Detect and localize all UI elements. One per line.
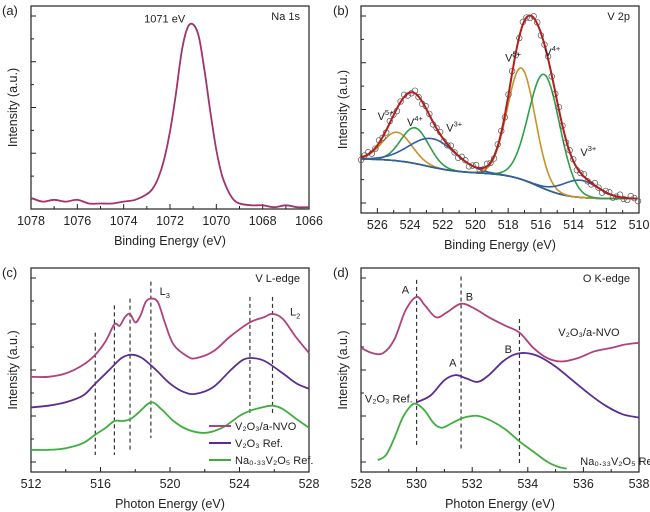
legend-label: V₂O₃/a-NVO	[235, 421, 297, 433]
edge-label: L3	[160, 286, 170, 300]
x-tick-label: 1066	[295, 214, 323, 228]
x-tick-label: 512	[21, 477, 42, 491]
panel-label: (a)	[2, 3, 18, 18]
peak-label: V3+	[446, 120, 463, 135]
x-tick-label: 526	[367, 218, 388, 232]
data-point	[487, 159, 494, 166]
chart-title: V L-edge	[255, 273, 300, 285]
series-line-na-1s	[30, 22, 310, 209]
background-curve	[361, 158, 638, 200]
panel-label: (c)	[2, 265, 17, 280]
series-line-na0-33v2o5-ref-	[30, 401, 310, 451]
series-label: V₂O₃/a-NVO	[558, 327, 620, 339]
chart-title: V 2p	[607, 11, 630, 23]
x-tick-label: 522	[432, 218, 453, 232]
data-point	[595, 184, 602, 191]
x-tick-label: 514	[563, 218, 584, 232]
x-tick-label: 1078	[17, 214, 45, 228]
data-point	[577, 169, 584, 177]
x-axis-title: Binding Energy (eV)	[444, 238, 556, 252]
peak-label: V4+	[544, 44, 561, 59]
panel-b: 526 524 522 520 518 516 514 512 510 Binding Energ…	[333, 3, 649, 252]
data-point	[397, 98, 404, 105]
x-tick-label: 524	[229, 477, 250, 491]
peak-label: B	[466, 291, 473, 303]
x-tick-label: 516	[530, 218, 551, 232]
y-axis-title: Intensity (a.u.)	[336, 70, 350, 149]
y-axis-title: Intensity (a.u.)	[6, 330, 20, 409]
x-tick-label: 518	[498, 218, 519, 232]
peak-label: A	[402, 285, 410, 297]
edge-label: L2	[290, 307, 300, 321]
data-point	[415, 93, 422, 101]
x-tick-label: 512	[596, 218, 617, 232]
series-line-v2o3-a-nvo	[360, 295, 640, 363]
series-label: Na₀.₃₃V₂O₅ Ref.	[580, 456, 650, 468]
data-point	[523, 14, 530, 21]
x-tick-label: 528	[351, 477, 372, 491]
fit-component-v5-2p3-2	[361, 67, 638, 200]
data-point	[379, 134, 386, 141]
series-line-na0-33v2o5-ref-	[377, 402, 567, 470]
chart-title: Na 1s	[271, 11, 300, 23]
axis-frame	[30, 5, 310, 210]
data-point	[634, 197, 642, 205]
peak-label: V5+	[505, 50, 522, 65]
legend-label: Na₀.₃₃V₂O₅ Ref.	[235, 455, 313, 467]
x-tick-label: 532	[462, 477, 483, 491]
chart-title: O K-edge	[583, 273, 630, 285]
series-line-v2o3-a-nvo	[30, 297, 310, 378]
x-tick-label: 524	[400, 218, 421, 232]
peak-label: A	[449, 358, 457, 370]
data-point	[480, 166, 487, 173]
x-tick-label: 516	[90, 477, 111, 491]
x-tick-label: 1072	[156, 214, 184, 228]
panel-a: 1078 1076 1074 1072 1070 1068 1066 Binding Ener…	[2, 3, 323, 248]
data-point	[469, 162, 476, 169]
x-tick-label: 1068	[249, 214, 277, 228]
x-axis-title: Photon Energy (eV)	[445, 497, 555, 511]
x-tick-label: 1074	[110, 214, 138, 228]
peak-label: V4+	[407, 114, 424, 129]
x-tick-label: 536	[573, 477, 594, 491]
series-label: V₂O₃ Ref.	[365, 393, 413, 405]
peak-label: B	[505, 344, 512, 356]
x-tick-label: 1070	[202, 214, 230, 228]
panel-c: 512 516 520 524 528 Photon Energy (eV) Intensi…	[2, 265, 319, 511]
x-axis-title: Photon Energy (eV)	[115, 497, 225, 511]
x-axis-title: Binding Energy (eV)	[114, 234, 226, 248]
peak-annotation: 1071 eV	[144, 13, 186, 25]
axis-frame	[360, 267, 640, 473]
data-point	[433, 124, 440, 132]
x-tick-label: 520	[465, 218, 486, 232]
data-point	[476, 166, 483, 174]
panel-label: (b)	[333, 3, 349, 18]
x-tick-label: 528	[299, 477, 320, 491]
x-tick-label: 538	[629, 477, 650, 491]
peak-label: V5+	[378, 108, 395, 123]
y-axis-title: Intensity (a.u.)	[336, 330, 350, 409]
fit-component-v3-2p3-2	[361, 158, 638, 200]
series-line-v2o3-ref-	[30, 353, 310, 409]
data-point	[444, 142, 451, 149]
data-point	[451, 149, 458, 156]
y-axis-title: Intensity (a.u.)	[6, 68, 20, 147]
data-point	[372, 145, 379, 152]
x-tick-label: 530	[406, 477, 427, 491]
x-tick-label: 510	[629, 218, 650, 232]
panel-label: (d)	[333, 265, 349, 280]
peak-label: V3+	[580, 144, 597, 159]
legend-label: V₂O₃ Ref.	[235, 438, 283, 450]
x-tick-label: 1076	[63, 214, 91, 228]
series-line-v2o3-ref-	[416, 352, 640, 419]
envelope-fit-curve	[360, 14, 638, 200]
x-tick-label: 520	[160, 477, 181, 491]
panel-d: 528 530 532 534 536 538 Photon Energy (eV) Inte…	[333, 265, 650, 511]
x-tick-label: 534	[517, 477, 538, 491]
